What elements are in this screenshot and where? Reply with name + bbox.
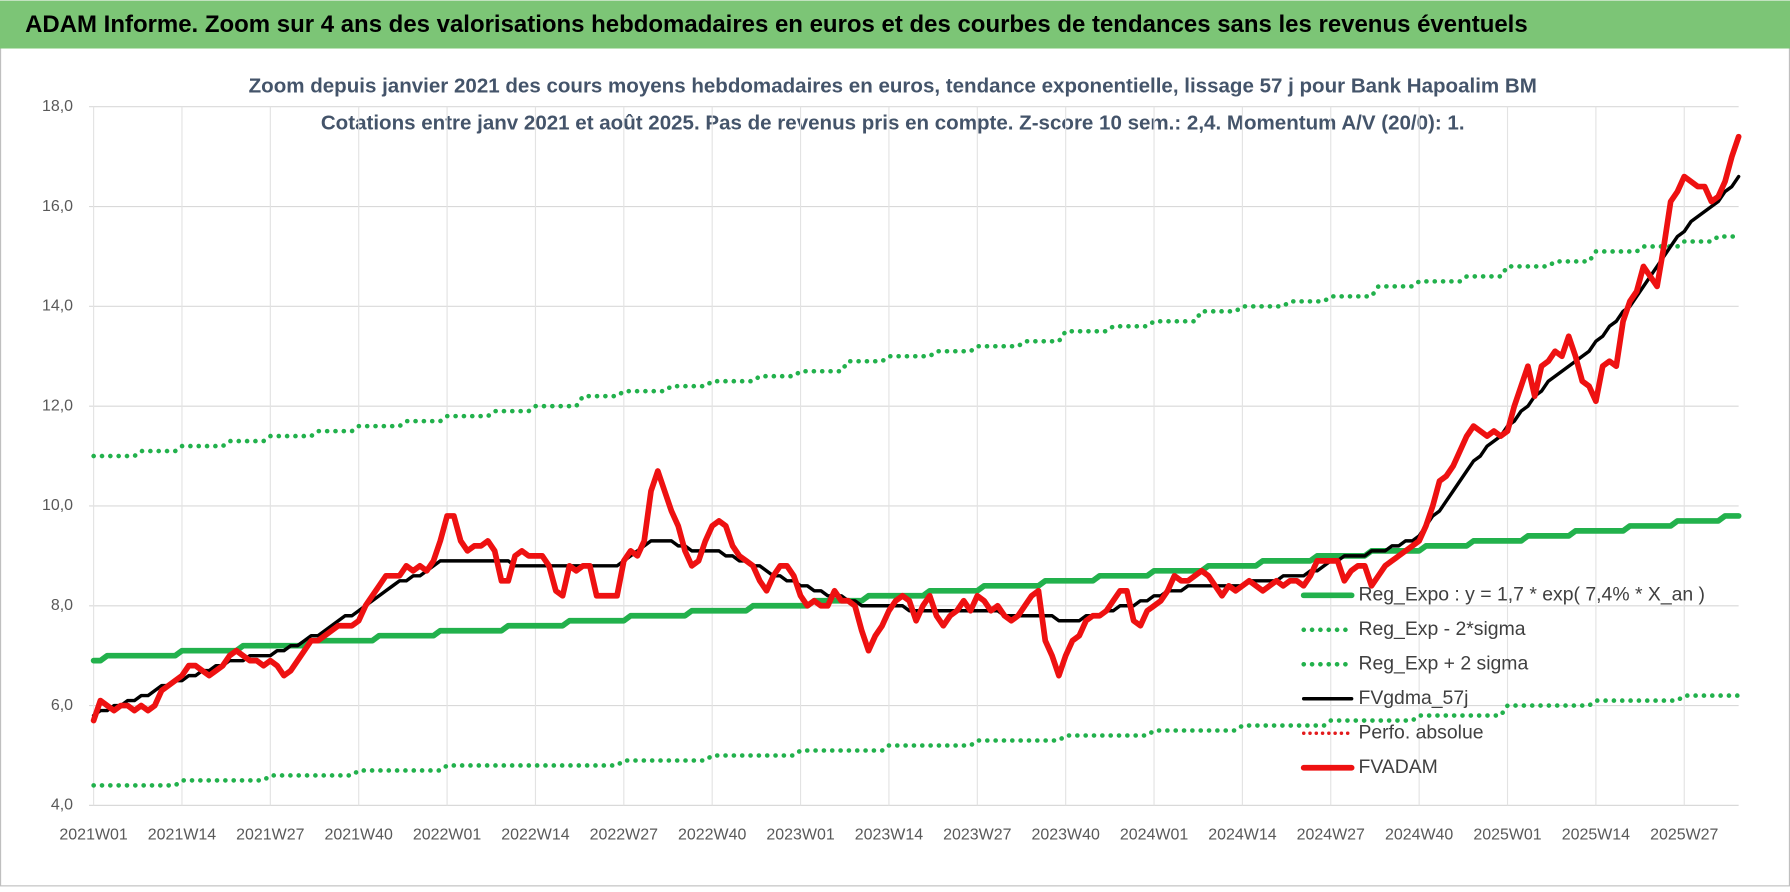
x-tick-label: 2022W40	[678, 826, 746, 843]
y-tick-label: 8,0	[51, 597, 73, 614]
header-title: ADAM Informe. Zoom sur 4 ans des valoris…	[25, 11, 1528, 38]
x-tick-label: 2021W01	[59, 826, 127, 843]
chart-subtitle: Cotations entre janv 2021 et août 2025. …	[321, 111, 1465, 134]
x-tick-label: 2021W27	[236, 826, 304, 843]
x-tick-label: 2024W01	[1120, 826, 1188, 843]
legend-label: Perfo. absolue	[1358, 721, 1483, 743]
grid	[89, 106, 1739, 806]
legend-label: FVgdma_57j	[1358, 687, 1468, 709]
x-tick-label: 2024W27	[1297, 826, 1365, 843]
x-tick-label: 2022W27	[590, 826, 658, 843]
y-tick-label: 6,0	[51, 697, 73, 714]
x-tick-label: 2025W01	[1473, 826, 1541, 843]
x-tick-label: 2025W14	[1562, 826, 1630, 843]
x-tick-label: 2021W40	[325, 826, 393, 843]
y-tick-label: 16,0	[42, 198, 73, 215]
x-tick-label: 2024W40	[1385, 826, 1453, 843]
chart-title: Zoom depuis janvier 2021 des cours moyen…	[249, 75, 1537, 98]
series-line	[91, 693, 1741, 788]
y-tick-label: 14,0	[42, 298, 73, 315]
y-tick-label: 4,0	[51, 797, 73, 814]
legend-label: Reg_Exp - 2*sigma	[1358, 618, 1525, 640]
x-tick-label: 2024W14	[1208, 826, 1276, 843]
series-line	[90, 133, 1742, 724]
x-tick-label: 2021W14	[148, 826, 216, 843]
x-tick-label: 2025W27	[1650, 826, 1718, 843]
y-tick-label: 12,0	[42, 397, 73, 414]
legend-label: Reg_Expo : y = 1,7 * exp( 7,4% * X_an )	[1358, 583, 1705, 605]
y-tick-label: 18,0	[42, 98, 73, 115]
header-band	[0, 0, 1790, 49]
legend-label: Reg_Exp + 2 sigma	[1358, 652, 1528, 674]
x-tick-label: 2022W01	[413, 826, 481, 843]
legend-label: FVADAM	[1358, 756, 1437, 778]
x-tick-label: 2023W40	[1031, 826, 1099, 843]
x-tick-label: 2023W14	[855, 826, 923, 843]
x-tick-label: 2022W14	[501, 826, 569, 843]
series-line	[90, 513, 1742, 664]
series-line	[91, 234, 1741, 459]
x-tick-label: 2023W27	[943, 826, 1011, 843]
y-tick-label: 10,0	[42, 497, 73, 514]
x-tick-label: 2023W01	[766, 826, 834, 843]
